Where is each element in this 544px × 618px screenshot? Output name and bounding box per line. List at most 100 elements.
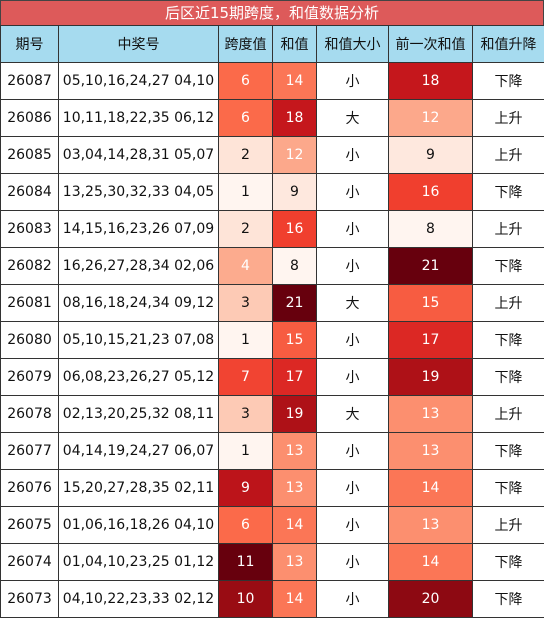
heat-cell: 18 bbox=[273, 100, 317, 137]
cell: 26086 bbox=[1, 100, 59, 137]
cell: 小 bbox=[317, 581, 389, 618]
heat-cell: 14 bbox=[389, 470, 473, 507]
heat-cell: 19 bbox=[273, 396, 317, 433]
cell: 26083 bbox=[1, 211, 59, 248]
cell: 小 bbox=[317, 174, 389, 211]
cell: 下降 bbox=[473, 322, 544, 359]
heat-cell: 14 bbox=[273, 63, 317, 100]
heat-cell: 9 bbox=[219, 470, 273, 507]
cell: 26087 bbox=[1, 63, 59, 100]
header-cell: 中奖号 bbox=[59, 26, 219, 63]
heat-cell: 8 bbox=[389, 211, 473, 248]
heat-cell: 15 bbox=[273, 322, 317, 359]
heat-cell: 14 bbox=[273, 507, 317, 544]
cell: 05,10,15,21,23 07,08 bbox=[59, 322, 219, 359]
heat-cell: 1 bbox=[219, 322, 273, 359]
cell: 小 bbox=[317, 507, 389, 544]
cell: 05,10,16,24,27 04,10 bbox=[59, 63, 219, 100]
cell: 下降 bbox=[473, 433, 544, 470]
heat-cell: 15 bbox=[389, 285, 473, 322]
cell: 上升 bbox=[473, 100, 544, 137]
heat-cell: 13 bbox=[273, 470, 317, 507]
heat-cell: 2 bbox=[219, 211, 273, 248]
heat-cell: 10 bbox=[219, 581, 273, 618]
cell: 15,20,27,28,35 02,11 bbox=[59, 470, 219, 507]
cell: 06,08,23,26,27 05,12 bbox=[59, 359, 219, 396]
cell: 上升 bbox=[473, 137, 544, 174]
cell: 26082 bbox=[1, 248, 59, 285]
table-title: 后区近15期跨度，和值数据分析 bbox=[0, 0, 544, 25]
cell: 小 bbox=[317, 211, 389, 248]
heat-cell: 20 bbox=[389, 581, 473, 618]
heat-cell: 18 bbox=[389, 63, 473, 100]
cell: 小 bbox=[317, 137, 389, 174]
heat-cell: 1 bbox=[219, 433, 273, 470]
heat-cell: 16 bbox=[389, 174, 473, 211]
cell: 26077 bbox=[1, 433, 59, 470]
heat-cell: 1 bbox=[219, 174, 273, 211]
cell: 26073 bbox=[1, 581, 59, 618]
cell: 下降 bbox=[473, 359, 544, 396]
cell: 01,06,16,18,26 04,10 bbox=[59, 507, 219, 544]
cell: 16,26,27,28,34 02,06 bbox=[59, 248, 219, 285]
header-cell: 前一次和值 bbox=[389, 26, 473, 63]
cell: 大 bbox=[317, 396, 389, 433]
heat-cell: 13 bbox=[389, 433, 473, 470]
header-row: 期号中奖号跨度值和值和值大小前一次和值和值升降 bbox=[1, 26, 544, 63]
cell: 大 bbox=[317, 285, 389, 322]
heat-cell: 19 bbox=[389, 359, 473, 396]
header-cell: 和值 bbox=[273, 26, 317, 63]
heat-cell: 21 bbox=[389, 248, 473, 285]
heat-cell: 17 bbox=[389, 322, 473, 359]
cell: 小 bbox=[317, 470, 389, 507]
cell: 小 bbox=[317, 544, 389, 581]
cell: 26085 bbox=[1, 137, 59, 174]
heat-cell: 12 bbox=[389, 100, 473, 137]
heat-cell: 13 bbox=[389, 396, 473, 433]
header-cell: 和值大小 bbox=[317, 26, 389, 63]
cell: 上升 bbox=[473, 211, 544, 248]
cell: 14,15,16,23,26 07,09 bbox=[59, 211, 219, 248]
cell: 下降 bbox=[473, 174, 544, 211]
cell: 04,10,22,23,33 02,12 bbox=[59, 581, 219, 618]
cell: 上升 bbox=[473, 285, 544, 322]
cell: 02,13,20,25,32 08,11 bbox=[59, 396, 219, 433]
cell: 04,14,19,24,27 06,07 bbox=[59, 433, 219, 470]
cell: 03,04,14,28,31 05,07 bbox=[59, 137, 219, 174]
cell: 13,25,30,32,33 04,05 bbox=[59, 174, 219, 211]
cell: 26074 bbox=[1, 544, 59, 581]
cell: 小 bbox=[317, 248, 389, 285]
cell: 26078 bbox=[1, 396, 59, 433]
heat-cell: 13 bbox=[389, 507, 473, 544]
cell: 26076 bbox=[1, 470, 59, 507]
cell: 小 bbox=[317, 359, 389, 396]
cell: 上升 bbox=[473, 507, 544, 544]
cell: 上升 bbox=[473, 396, 544, 433]
heat-cell: 11 bbox=[219, 544, 273, 581]
cell: 下降 bbox=[473, 544, 544, 581]
heat-cell: 6 bbox=[219, 63, 273, 100]
cell: 下降 bbox=[473, 248, 544, 285]
heat-cell: 4 bbox=[219, 248, 273, 285]
heat-cell: 6 bbox=[219, 507, 273, 544]
cell: 26084 bbox=[1, 174, 59, 211]
heat-cell: 12 bbox=[273, 137, 317, 174]
header-cell: 和值升降 bbox=[473, 26, 544, 63]
heat-cell: 13 bbox=[273, 433, 317, 470]
